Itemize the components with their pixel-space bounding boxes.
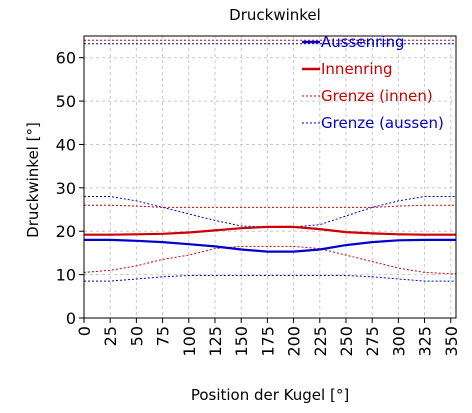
y-tick-label: 40 xyxy=(56,135,76,154)
y-tick-label: 10 xyxy=(56,266,76,285)
plot-frame xyxy=(83,35,457,319)
legend-label-grenze-aussen: Grenze (aussen) xyxy=(321,114,444,132)
series-grenze-aussen-band-upper-line xyxy=(84,196,456,228)
x-tick-label: 225 xyxy=(311,326,330,357)
series-grenze-innen-band-upper-line xyxy=(84,204,456,208)
x-tick-label: 75 xyxy=(154,326,173,346)
y-axis-label: Druckwinkel [°] xyxy=(24,122,42,238)
series-layer xyxy=(83,39,456,282)
x-tick-label: 275 xyxy=(363,326,382,357)
x-tick-label: 100 xyxy=(180,326,199,357)
x-tick-label: 300 xyxy=(389,326,408,357)
x-axis-label: Position der Kugel [°] xyxy=(191,386,349,404)
x-tick-label: 250 xyxy=(337,326,356,357)
y-tick-label: 0 xyxy=(66,309,76,328)
grid-lines xyxy=(83,36,456,319)
x-tick-label: 150 xyxy=(232,326,251,357)
x-tick-label: 50 xyxy=(127,326,146,346)
legend: Aussenring Innenring Grenze (innen) Grenze … xyxy=(302,33,444,132)
series-innenring-line xyxy=(84,225,456,236)
y-tick-label: 30 xyxy=(56,179,76,198)
y-tick-label: 50 xyxy=(56,92,76,111)
chart-title: Druckwinkel xyxy=(229,6,321,24)
series-grenze-aussen-band-lower-line xyxy=(84,275,456,282)
series-aussenring-line xyxy=(84,238,456,253)
legend-label-aussenring: Aussenring xyxy=(321,33,405,51)
x-tick-label: 350 xyxy=(442,326,461,357)
legend-label-innenring: Innenring xyxy=(321,60,393,78)
x-tick-label: 325 xyxy=(416,326,435,357)
legend-label-grenze-innen: Grenze (innen) xyxy=(321,87,433,105)
y-tick-label: 60 xyxy=(56,49,76,68)
x-tick-label: 0 xyxy=(75,326,94,336)
x-tick-label: 125 xyxy=(206,326,225,357)
x-tick-label: 175 xyxy=(258,326,277,357)
series-grenze-innen-band-lower-line xyxy=(83,245,456,275)
y-tick-label: 20 xyxy=(56,222,76,241)
x-tick-label: 25 xyxy=(101,326,120,346)
x-tick-label: 200 xyxy=(285,326,304,357)
axis-ticks: 0 10 20 30 40 50 60 0 25 50 75 100 125 150 175 200 225 25… xyxy=(56,49,461,357)
